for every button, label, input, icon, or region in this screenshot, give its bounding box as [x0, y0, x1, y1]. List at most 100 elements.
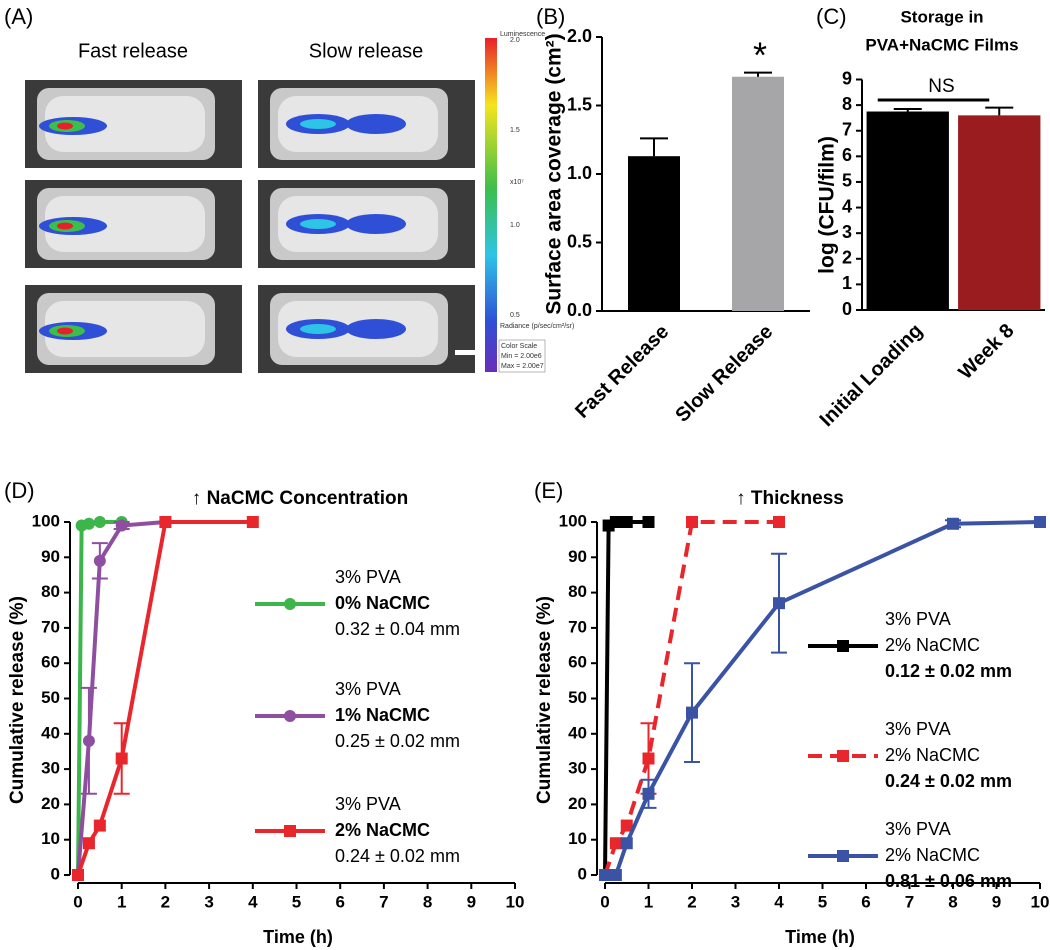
y-axis-label: Surface area coverage (cm²): [543, 33, 566, 314]
legend-marker: [284, 825, 296, 837]
marker: [620, 837, 633, 850]
colorbar-title: Luminescence: [500, 31, 545, 38]
y-tick-label: 1.0: [567, 163, 592, 183]
legend-text: 0.24 ± 0.02 mm: [885, 771, 1012, 791]
y-tick-label: 10: [41, 829, 60, 848]
y-tick-label: 9: [842, 68, 852, 88]
legend-text: 3% PVA: [335, 794, 401, 814]
line: [605, 520, 1041, 877]
colorbar-label: Radiance (p/sec/cm²/sr): [500, 323, 574, 330]
x-tick-label: Fast Release: [571, 321, 673, 423]
signal: [57, 327, 73, 335]
marker: [82, 734, 95, 747]
y-tick-label: 2.0: [567, 26, 592, 46]
y-tick-label: 0: [578, 864, 587, 883]
chart-title: ↑ NaCMC Concentration: [192, 488, 408, 509]
error-bar: [985, 106, 1014, 116]
signal: [300, 119, 336, 129]
x-tick-label: 8: [948, 892, 957, 911]
color-scale: Color Scale: [501, 343, 537, 350]
x-tick-label: 8: [423, 892, 432, 911]
x-tick-label: Week 8: [954, 320, 1018, 384]
y-tick-label: 0: [842, 299, 852, 319]
y-tick-label: 0: [51, 864, 60, 883]
legend-label: 2% NaCMC: [335, 820, 430, 840]
x-axis-label: Time (h): [263, 927, 333, 947]
legend-text: 0.12 ± 0.02 mm: [885, 661, 1012, 681]
y-tick-label: 90: [41, 547, 60, 566]
y-tick-label: 60: [568, 653, 587, 672]
legend-text: 3% PVA: [335, 567, 401, 587]
line: [76, 520, 166, 876]
y-tick-label: 50: [568, 688, 587, 707]
y-tick-label: 2: [842, 248, 852, 268]
color-scale: Max = 2.00e7: [501, 363, 544, 370]
marker: [642, 752, 655, 765]
legend-label: 0% NaCMC: [335, 593, 430, 613]
y-tick-label: 20: [568, 794, 587, 813]
image-grid: [25, 80, 475, 373]
y-tick-label: 70: [41, 617, 60, 636]
y-tick-label: 4: [842, 196, 852, 216]
marker: [93, 516, 106, 528]
chart-title: ↑ Thickness: [736, 488, 844, 509]
y-tick-label: 100: [32, 511, 60, 530]
marker: [773, 597, 785, 610]
legend-marker: [837, 640, 849, 652]
x-tick-label: 3: [731, 892, 740, 911]
y-tick-label: 10: [568, 829, 587, 848]
x-tick-label: 4: [774, 892, 784, 911]
panel-label: (E): [534, 478, 563, 503]
y-tick-label: 1.5: [567, 94, 592, 114]
x-tick-label: 4: [248, 892, 258, 911]
column-header: Slow release: [309, 40, 424, 62]
x-tick-label: Slow Release: [671, 321, 777, 427]
y-tick-label: 5: [842, 171, 852, 191]
legend-label: 2% NaCMC: [885, 635, 980, 655]
tissue-highlight: [45, 96, 205, 152]
color-scale-box: [498, 339, 546, 373]
marker: [93, 819, 106, 832]
legend-text: 0.81 ± 0.06 mm: [885, 871, 1012, 891]
x-tick-label: 2: [687, 892, 696, 911]
legend-marker: [284, 598, 296, 610]
marker: [642, 787, 655, 800]
signal: [300, 219, 336, 229]
signal: [57, 222, 73, 230]
error-bar: [640, 137, 668, 157]
x-axis-label: Time (h): [785, 927, 855, 947]
colorbar-tick: 2.0: [510, 37, 520, 44]
marker: [686, 516, 698, 528]
error-bar: [893, 107, 922, 112]
colorbar: [485, 38, 497, 372]
legend-text: 0.25 ± 0.02 mm: [335, 731, 460, 751]
error-bar: [744, 71, 772, 77]
y-tick-label: 50: [41, 688, 60, 707]
marker: [609, 837, 622, 850]
x-tick-label: 2: [161, 892, 170, 911]
x-tick-label: 1: [117, 892, 126, 911]
significance-mark: NS: [928, 76, 954, 97]
marker: [686, 706, 698, 719]
x-tick-label: 1: [644, 892, 653, 911]
marker: [773, 516, 785, 528]
y-tick-label: 0.5: [567, 231, 592, 251]
x-tick-label: 7: [905, 892, 914, 911]
colorbar-tick: 1.0: [510, 222, 520, 229]
scale-bar: [455, 350, 475, 355]
y-tick-label: 1: [842, 273, 852, 293]
y-axis-label: Cumulative release (%): [534, 596, 555, 804]
significance-mark: *: [753, 35, 767, 76]
marker: [947, 517, 959, 530]
y-tick-label: 30: [568, 759, 587, 778]
x-tick-label: 7: [379, 892, 388, 911]
y-tick-label: 40: [41, 723, 60, 742]
marker: [93, 554, 106, 567]
y-tick-label: 80: [568, 582, 587, 601]
x-tick-label: 10: [1031, 892, 1050, 911]
colorbar-unit: x10⁷: [510, 179, 524, 186]
x-tick-label: 10: [506, 892, 525, 911]
x-tick-label: 0: [73, 892, 82, 911]
marker: [72, 869, 84, 881]
